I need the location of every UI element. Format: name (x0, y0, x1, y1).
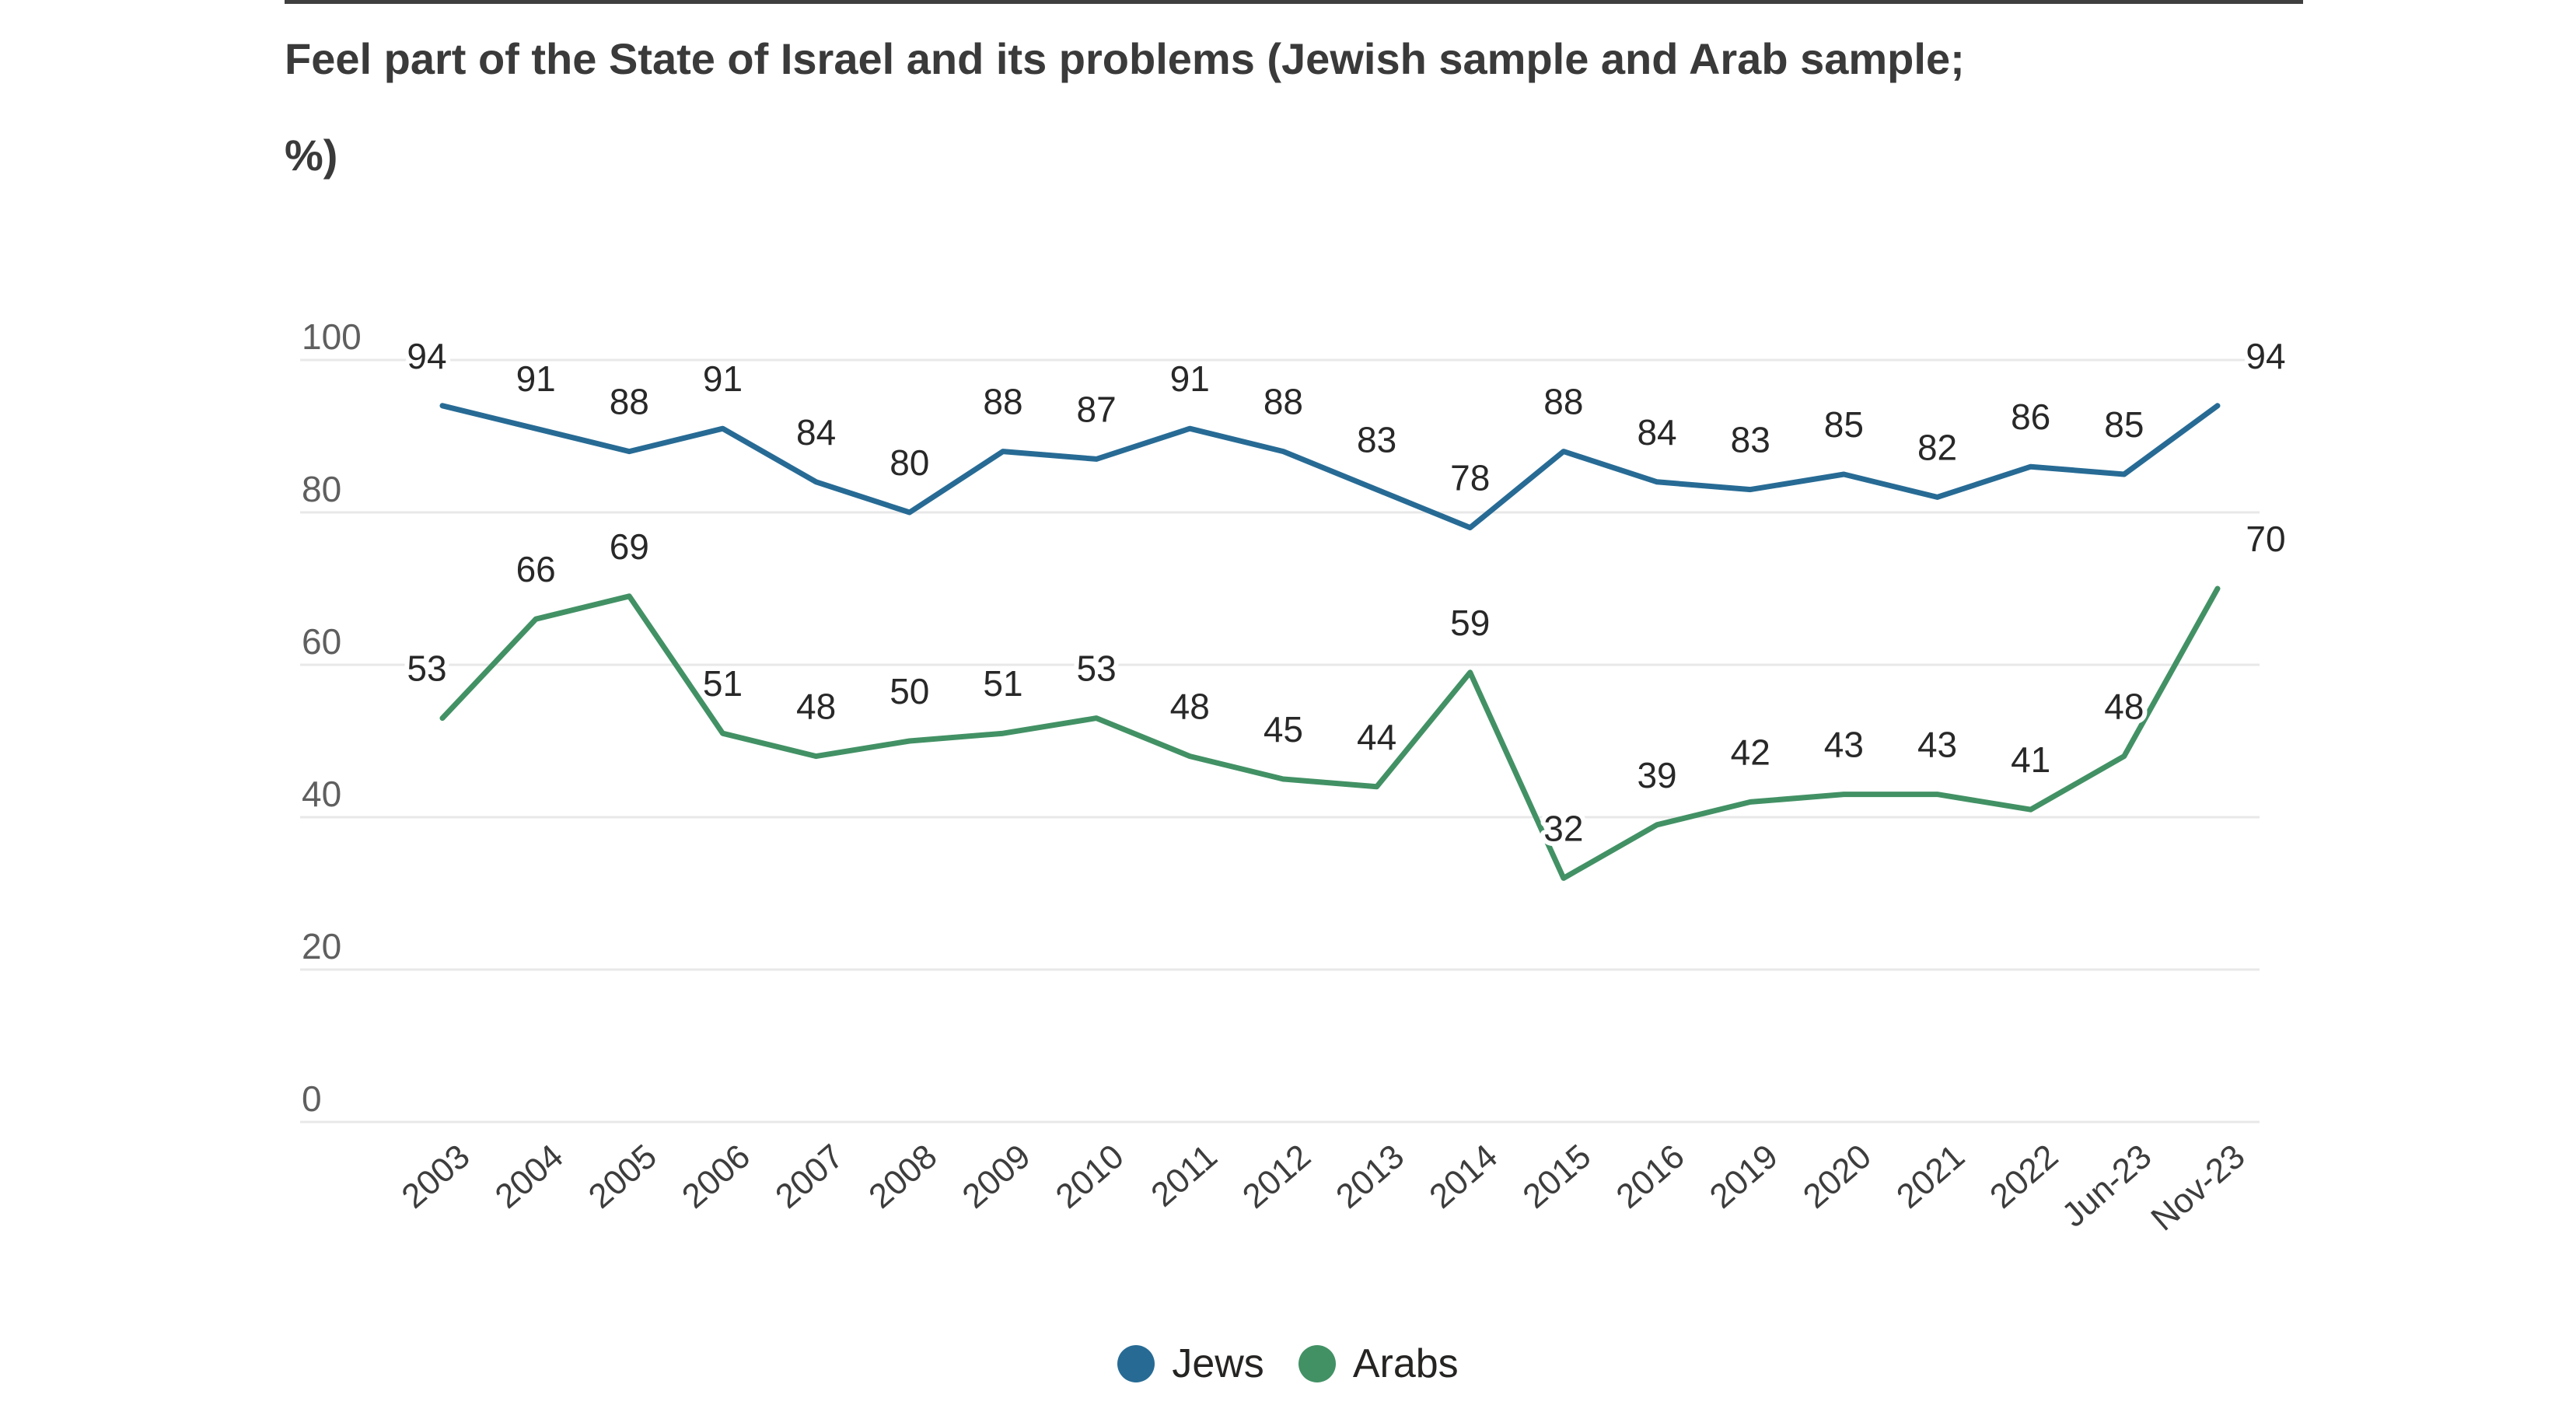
data-label-arabs-2019: 42 (1731, 732, 1770, 772)
y-tick-label: 80 (302, 469, 341, 509)
arabs-line[interactable] (439, 585, 2221, 881)
data-label-arabs-Nov-23: 70 (2246, 519, 2285, 559)
data-label-jews-2020: 85 (1824, 404, 1864, 445)
data-label-arabs-2007: 48 (796, 687, 836, 727)
x-tick-label: 2005 (582, 1138, 664, 1216)
data-label-arabs-2022: 41 (2011, 739, 2050, 780)
data-label-arabs-2006: 51 (703, 663, 743, 704)
data-label-arabs-2005: 69 (610, 526, 649, 567)
x-tick-label: 2004 (488, 1138, 571, 1216)
data-label-jews-2009: 88 (983, 382, 1022, 422)
data-label-jews-2011: 91 (1170, 358, 1210, 399)
data-label-jews-Nov-23: 94 (2246, 336, 2285, 376)
data-label-jews-2016: 84 (1637, 412, 1676, 453)
x-tick-label: 2016 (1610, 1138, 1692, 1216)
y-tick-label: 60 (302, 621, 341, 662)
data-label-arabs-2012: 45 (1264, 709, 1303, 750)
data-label-jews-2012: 88 (1264, 382, 1303, 422)
y-tick-label: 20 (302, 926, 341, 966)
data-label-arabs-2013: 44 (1357, 717, 1396, 757)
jews-series-dot-icon (1117, 1345, 1155, 1382)
data-label-jews-Jun-23: 85 (2104, 404, 2144, 445)
data-label-arabs-2004: 66 (516, 549, 556, 589)
data-label-arabs-2003: 53 (407, 648, 446, 689)
top-rule (285, 0, 2303, 4)
x-tick-label: 2011 (1144, 1138, 1225, 1215)
x-tick-label: 2003 (395, 1138, 477, 1216)
data-label-arabs-2011: 48 (1170, 687, 1210, 727)
data-label-arabs-2016: 39 (1637, 755, 1676, 795)
x-tick-label: 2015 (1515, 1138, 1598, 1216)
x-tick-label: 2022 (1983, 1138, 2065, 1216)
chart-title-line2: %) (285, 131, 338, 180)
x-tick-label: 2010 (1049, 1138, 1131, 1216)
data-label-arabs-2014: 59 (1450, 603, 1490, 643)
x-tick-label: 2007 (768, 1138, 851, 1216)
data-label-arabs-2010: 53 (1077, 648, 1117, 689)
data-label-arabs-2008: 50 (890, 671, 929, 711)
data-label-arabs-2015: 32 (1543, 808, 1583, 848)
x-tick-label: 2021 (1889, 1138, 1972, 1216)
legend: Jews Arabs (0, 1340, 2576, 1387)
x-tick-label: 2020 (1796, 1138, 1879, 1216)
x-tick-label: Jun-23 (2055, 1138, 2159, 1235)
jews-line[interactable] (439, 403, 2221, 531)
x-tick-label: 2019 (1703, 1138, 1785, 1216)
data-label-arabs-Jun-23: 48 (2104, 687, 2144, 727)
legend-label-arabs: Arabs (1352, 1341, 1459, 1386)
x-tick-label: 2006 (675, 1138, 757, 1216)
legend-label-jews: Jews (1172, 1341, 1264, 1386)
data-label-jews-2010: 87 (1077, 389, 1117, 429)
data-label-jews-2014: 78 (1450, 458, 1490, 498)
data-label-jews-2004: 91 (516, 358, 556, 399)
x-tick-label: 2014 (1422, 1138, 1505, 1216)
data-label-jews-2006: 91 (703, 358, 743, 399)
data-label-jews-2007: 84 (796, 412, 836, 453)
data-label-arabs-2009: 51 (983, 663, 1022, 704)
chart-title: Feel part of the State of Israel and its… (285, 11, 2337, 204)
arabs-series-dot-icon (1298, 1345, 1336, 1382)
data-label-arabs-2021: 43 (1917, 725, 1957, 765)
x-tick-label: 2008 (862, 1138, 944, 1216)
data-label-jews-2019: 83 (1731, 420, 1770, 460)
y-tick-label: 100 (302, 316, 362, 357)
x-tick-label: Nov-23 (2144, 1138, 2252, 1239)
x-tick-label: 2012 (1236, 1138, 1318, 1216)
x-tick-label: 2013 (1329, 1138, 1411, 1216)
data-label-jews-2021: 82 (1917, 427, 1957, 467)
data-label-jews-2005: 88 (610, 382, 649, 422)
data-label-jews-2015: 88 (1543, 382, 1583, 422)
legend-item-arabs[interactable]: Arabs (1298, 1340, 1459, 1387)
chart-title-line1: Feel part of the State of Israel and its… (285, 34, 1965, 83)
data-label-jews-2022: 86 (2011, 397, 2050, 437)
y-tick-label: 40 (302, 774, 341, 814)
data-label-arabs-2020: 43 (1824, 725, 1864, 765)
data-label-jews-2013: 83 (1357, 420, 1396, 460)
legend-item-jews[interactable]: Jews (1117, 1340, 1264, 1387)
data-label-jews-2008: 80 (890, 442, 929, 483)
y-tick-label: 0 (302, 1078, 322, 1119)
x-tick-label: 2009 (955, 1138, 1037, 1216)
data-label-jews-2003: 94 (407, 336, 446, 376)
